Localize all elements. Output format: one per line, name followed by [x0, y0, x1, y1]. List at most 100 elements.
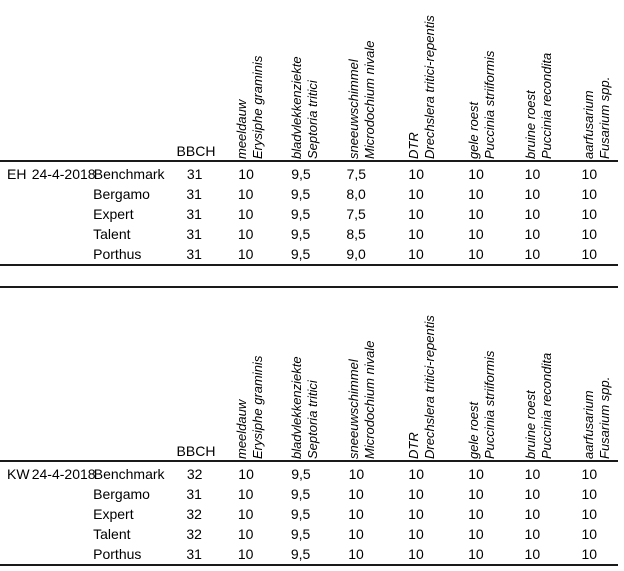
score-aarfusarium: 10 [581, 226, 598, 242]
disease-latin-name: Puccinia recondita [539, 52, 554, 159]
score-aarfusarium: 10 [581, 206, 598, 222]
score-dtr: 10 [408, 226, 424, 242]
score-dtr: 10 [408, 546, 424, 562]
score-gele-roest: 10 [468, 526, 484, 542]
location-code: EH [7, 166, 27, 182]
location-code [0, 204, 32, 224]
variety-name: Benchmark [93, 466, 165, 482]
score-sneeuwschimmel: 10 [348, 466, 365, 482]
score-bladvlekkenziekte: 9,5 [290, 506, 311, 522]
score-dtr: 10 [408, 506, 424, 522]
column-header-meeldauw: meeldauw Erysiphe graminis [234, 356, 266, 459]
location-code: KW [7, 466, 30, 482]
location-code [0, 524, 32, 544]
variety-name: Bergamo [93, 186, 150, 202]
disease-common-name: aarfusarium [581, 90, 596, 159]
score-gele-roest: 10 [468, 246, 484, 262]
score-dtr: 10 [408, 486, 424, 502]
disease-common-name: meeldauw [234, 99, 249, 159]
assessment-date: 24-4-2018 [31, 166, 96, 182]
disease-common-name: bladvlekkenziekte [289, 56, 304, 159]
score-sneeuwschimmel: 7,5 [346, 166, 367, 182]
location-code [0, 484, 32, 504]
column-header-gele-roest: gele roest Puccinia striiformis [466, 51, 498, 159]
score-bruine-roest: 10 [524, 526, 541, 542]
score-sneeuwschimmel: 8,5 [346, 226, 366, 242]
disease-latin-name: Puccinia striiformis [482, 50, 497, 159]
score-bladvlekkenziekte: 9,5 [290, 186, 311, 202]
bbch-value: 32 [186, 526, 202, 542]
score-aarfusarium: 10 [581, 166, 598, 182]
score-meeldauw: 10 [237, 226, 254, 242]
assessment-date [32, 544, 93, 564]
disease-common-name: bladvlekkenziekte [289, 356, 304, 459]
column-header-bbch: BBCH [176, 143, 216, 159]
score-gele-roest: 10 [468, 186, 484, 202]
variety-name: Talent [93, 526, 131, 542]
score-meeldauw: 10 [238, 166, 254, 182]
disease-common-name: gele roest [466, 101, 481, 159]
table-row: Bergamo 31 10 9,5 10 10 10 10 10 [0, 484, 618, 504]
disease-common-name: gele roest [466, 401, 481, 459]
column-header-dtr: DTR Drechslera tritici-repentis [406, 315, 438, 459]
variety-name: Talent [93, 226, 131, 242]
disease-latin-name: Microdochium nivale [362, 340, 377, 460]
bbch-value: 31 [186, 226, 202, 242]
disease-common-name: sneeuwschimmel [346, 59, 361, 159]
bbch-value: 31 [186, 246, 202, 262]
score-bruine-roest: 10 [524, 486, 541, 502]
disease-common-name: aarfusarium [581, 390, 596, 459]
column-header-aarfusarium: aarfusarium Fusarium spp. [581, 77, 613, 159]
column-header-sneeuwschimmel: sneeuwschimmel Microdochium nivale [346, 341, 378, 460]
score-sneeuwschimmel: 10 [348, 546, 364, 562]
score-dtr: 10 [408, 186, 424, 202]
assessment-date [32, 524, 93, 544]
score-meeldauw: 10 [237, 206, 254, 222]
column-header-bladvlekkenziekte: bladvlekkenziekte Septoria tritici [289, 56, 321, 159]
disease-latin-name: Fusarium spp. [597, 76, 612, 159]
column-header-aarfusarium: aarfusarium Fusarium spp. [581, 377, 613, 459]
table-row: Porthus 31 10 9,5 10 10 10 10 10 [0, 544, 618, 564]
score-bladvlekkenziekte: 9,5 [290, 206, 311, 222]
table-row: EH 24-4-2018 Benchmark 31 10 9,5 7,5 10 10 10 10 [0, 164, 618, 184]
bbch-value: 32 [186, 466, 203, 482]
location-code [0, 184, 32, 204]
column-header-sneeuwschimmel: sneeuwschimmel Microdochium nivale [346, 41, 378, 160]
score-bladvlekkenziekte: 9,5 [291, 166, 311, 182]
score-meeldauw: 10 [237, 526, 254, 542]
disease-latin-name: Erysiphe graminis [250, 355, 265, 459]
score-gele-roest: 10 [468, 206, 484, 222]
score-aarfusarium: 10 [581, 486, 598, 502]
score-sneeuwschimmel: 10 [348, 486, 364, 502]
score-aarfusarium: 10 [581, 506, 598, 522]
score-bladvlekkenziekte: 9,5 [291, 466, 311, 482]
score-sneeuwschimmel: 7,5 [346, 206, 366, 222]
location-code [0, 244, 32, 264]
bbch-value: 31 [186, 206, 202, 222]
score-dtr: 10 [408, 166, 424, 182]
disease-latin-name: Drechslera tritici-repentis [422, 315, 437, 459]
variety-name: Expert [93, 506, 134, 522]
score-bruine-roest: 10 [524, 166, 541, 182]
score-dtr: 10 [408, 466, 424, 482]
assessment-date [32, 504, 93, 524]
trial-table-eh: meeldauw Erysiphe graminis bladvlekkenziek… [0, 0, 618, 266]
column-header-bruine-roest: bruine roest Puccinia recondita [523, 353, 555, 459]
location-code [0, 504, 32, 524]
score-bruine-roest: 10 [524, 206, 541, 222]
assessment-date: 24-4-2018 [31, 466, 96, 482]
disease-latin-name: Septoria tritici [305, 80, 320, 159]
column-header-dtr: DTR Drechslera tritici-repentis [406, 15, 438, 159]
disease-common-name: DTR [406, 132, 421, 159]
bbch-value: 32 [186, 506, 202, 522]
score-meeldauw: 10 [237, 486, 254, 502]
bbch-value: 31 [186, 546, 202, 562]
disease-common-name: bruine roest [523, 390, 538, 459]
score-bladvlekkenziekte: 9,5 [290, 546, 311, 562]
table-row: Expert 32 10 9,5 10 10 10 10 10 [0, 504, 618, 524]
column-header-bladvlekkenziekte: bladvlekkenziekte Septoria tritici [289, 356, 321, 459]
score-aarfusarium: 10 [581, 526, 598, 542]
bbch-value: 31 [186, 166, 203, 182]
score-aarfusarium: 10 [581, 546, 598, 562]
score-gele-roest: 10 [468, 546, 484, 562]
